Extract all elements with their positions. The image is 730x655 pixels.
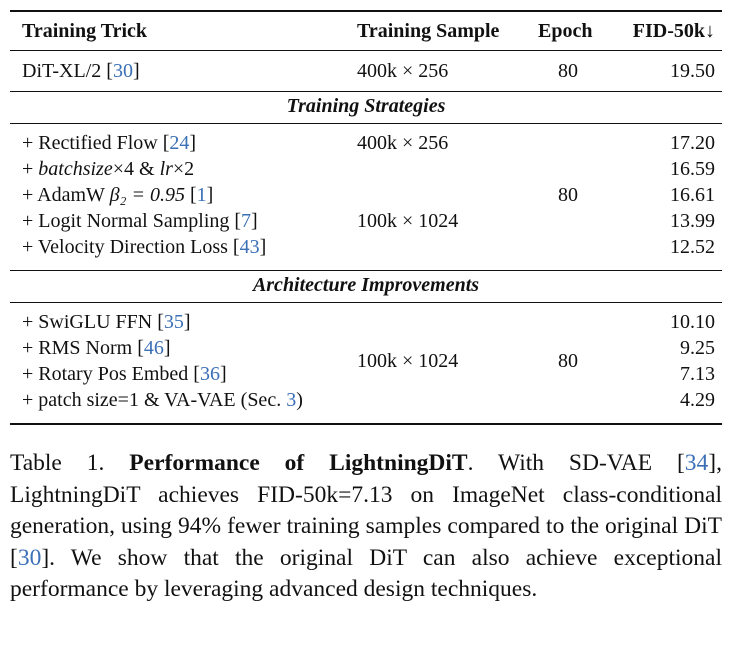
header-training-trick: Training Trick xyxy=(22,20,148,42)
section1-epoch: 80 xyxy=(558,184,578,206)
table-row-fid: 13.99 xyxy=(670,210,715,232)
table-row-fid: 10.10 xyxy=(670,311,715,333)
citation-link[interactable]: 1 xyxy=(196,184,207,206)
citation-link[interactable]: 30 xyxy=(17,544,42,571)
table-row-fid: 17.20 xyxy=(670,132,715,154)
citation-link[interactable]: 30 xyxy=(112,60,133,82)
citation-link[interactable]: 24 xyxy=(169,132,190,154)
caption-title: Performance of LightningDiT xyxy=(129,450,468,476)
table-row-fid: 7.13 xyxy=(680,363,715,385)
header-fid: FID-50k↓ xyxy=(632,20,715,42)
header-epoch: Epoch xyxy=(538,20,593,42)
header-rule xyxy=(10,50,722,51)
citation-link[interactable]: 35 xyxy=(163,311,184,333)
baseline-name: DiT-XL/2 [30] xyxy=(22,60,140,82)
table-row-label: + patch size=1 & VA-VAE (Sec. 3) xyxy=(22,389,303,411)
table-row-fid: 16.61 xyxy=(670,184,715,206)
table-row-label: + Rectified Flow [24] xyxy=(22,132,197,154)
table-row-label: + Logit Normal Sampling [7] xyxy=(22,210,258,232)
citation-link[interactable]: 43 xyxy=(239,236,260,258)
section-rule xyxy=(10,91,722,92)
citation-link[interactable]: 46 xyxy=(143,337,164,359)
section-title-architecture-improvements: Architecture Improvements xyxy=(252,274,480,296)
table-row-label: + AdamW β₂ = 0.95 [1] xyxy=(22,184,214,206)
table-row-fid: 9.25 xyxy=(680,337,715,359)
section2-epoch: 80 xyxy=(558,350,578,372)
table-row-label: + batchsize×4 & lr×2 xyxy=(22,158,195,180)
table-row-fid: 16.59 xyxy=(670,158,715,180)
citation-link[interactable]: 7 xyxy=(241,210,252,232)
table-row-label: + RMS Norm [46] xyxy=(22,337,171,359)
section2-sample: 100k × 1024 xyxy=(357,350,459,372)
table-top-rule xyxy=(10,10,722,12)
citation-link[interactable]: 34 xyxy=(684,450,709,476)
table-row-label: + Velocity Direction Loss [43] xyxy=(22,236,267,258)
table-bottom-rule xyxy=(10,423,722,425)
table-row-label: + SwiGLU FFN [35] xyxy=(22,311,191,333)
citation-link[interactable]: 3 xyxy=(286,389,297,411)
header-training-sample: Training Sample xyxy=(357,20,500,42)
section-rule xyxy=(10,123,722,124)
section1-sample-mid: 100k × 1024 xyxy=(357,210,459,232)
section-rule xyxy=(10,270,722,271)
baseline-sample: 400k × 256 xyxy=(357,60,449,82)
table-row-fid: 4.29 xyxy=(680,389,715,411)
table-row-fid: 12.52 xyxy=(670,236,715,258)
section1-sample-top: 400k × 256 xyxy=(357,132,449,154)
section-title-training-strategies: Training Strategies xyxy=(286,95,446,117)
baseline-fid: 19.50 xyxy=(670,60,715,82)
table-caption: Table 1. Performance of LightningDiT. Wi… xyxy=(10,450,722,602)
table-row-label: + Rotary Pos Embed [36] xyxy=(22,363,227,385)
caption-label: Table 1. xyxy=(10,450,105,476)
citation-link[interactable]: 36 xyxy=(199,363,220,385)
baseline-epoch: 80 xyxy=(558,60,578,82)
section-rule xyxy=(10,302,722,303)
